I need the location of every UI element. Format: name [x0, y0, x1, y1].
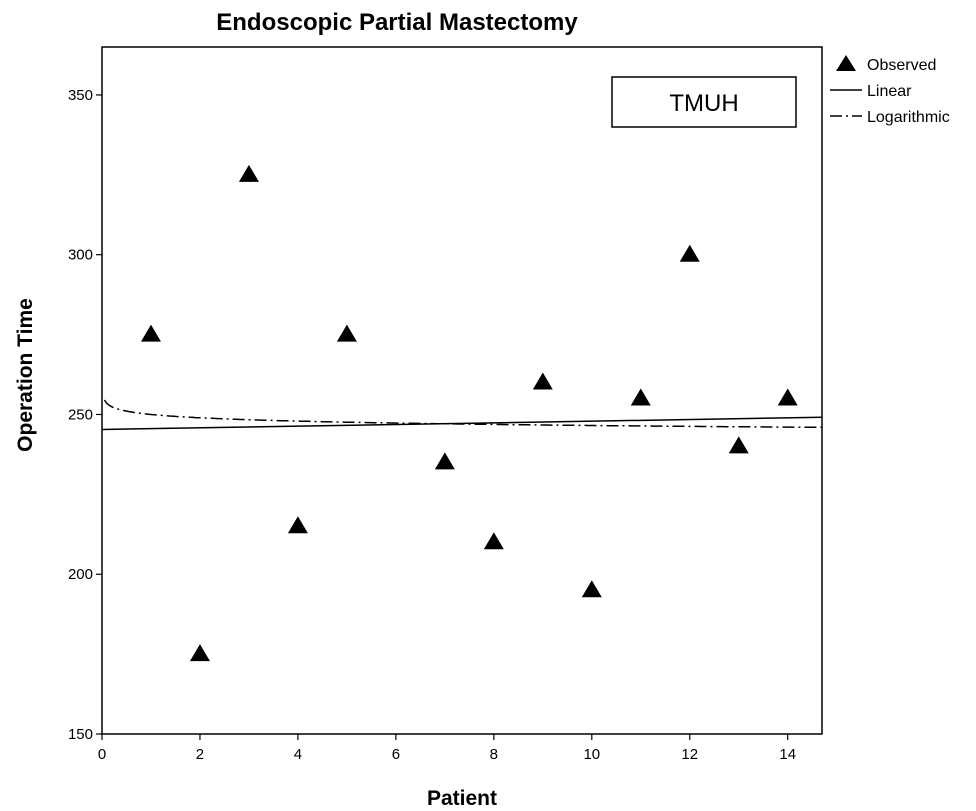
plot-frame: [101, 46, 823, 735]
observed-point: [630, 388, 651, 406]
x-axis-title: Patient: [427, 787, 497, 810]
y-tick-label: 200: [68, 566, 93, 583]
y-axis-title: Operation Time: [14, 298, 37, 452]
observed-point: [777, 388, 798, 406]
legend-observed-label: Observed: [867, 57, 936, 74]
observed-point: [434, 452, 455, 470]
x-tick-label: 4: [294, 746, 302, 763]
observed-point: [336, 324, 357, 342]
annotation-frame: [611, 76, 797, 128]
x-tick-label: 6: [392, 746, 400, 763]
annotation-box: TMUH: [611, 76, 797, 128]
legend-log-label: Logarithmic: [867, 109, 950, 126]
legend-linear-label: Linear: [867, 83, 912, 100]
logarithmic-fit-line: [103, 399, 822, 429]
observed-point: [238, 164, 259, 182]
y-tick-label: 150: [68, 726, 93, 743]
legend: Observed Linear Logarithmic: [830, 55, 950, 126]
legend-observed-marker: [836, 55, 856, 71]
y-axis: 150 200 250 300 350: [68, 87, 102, 743]
x-tick-label: 10: [583, 746, 600, 763]
x-axis: 0 2 4 6 8 10 12 14: [98, 734, 796, 763]
observed-point: [483, 532, 504, 550]
x-tick-label: 0: [98, 746, 106, 763]
fit-lines: [101, 399, 823, 431]
x-tick-label: 12: [681, 746, 698, 763]
x-tick-label: 14: [779, 746, 796, 763]
chart-title: Endoscopic Partial Mastectomy: [216, 9, 578, 36]
observed-point: [140, 324, 161, 342]
observed-point: [532, 372, 553, 390]
observed-point: [287, 516, 308, 534]
observed-point: [581, 580, 602, 598]
observed-point: [189, 644, 210, 662]
y-tick-label: 250: [68, 406, 93, 423]
observed-point: [679, 244, 700, 262]
y-tick-label: 300: [68, 247, 93, 264]
y-tick-label: 350: [68, 87, 93, 104]
annotation-text: TMUH: [669, 90, 738, 117]
x-tick-label: 8: [490, 746, 498, 763]
observed-points: [140, 164, 798, 662]
observed-point: [728, 436, 749, 454]
x-tick-label: 2: [196, 746, 204, 763]
